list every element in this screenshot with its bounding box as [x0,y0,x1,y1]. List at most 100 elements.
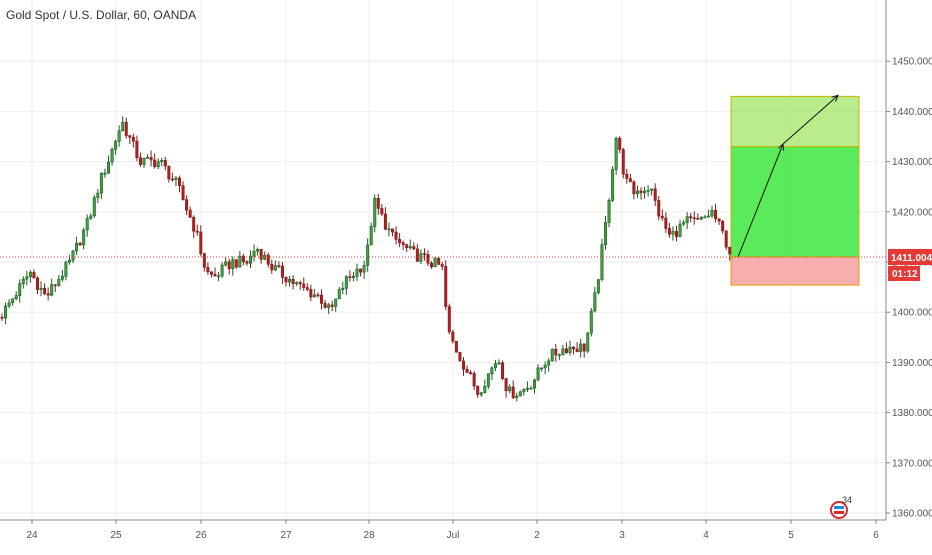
candle-body [674,231,678,237]
candle-body [241,255,245,262]
candle-body [0,316,4,319]
candle-body [213,274,217,277]
candle-body [305,287,309,290]
candle-body [124,121,128,136]
candle-body [433,257,437,268]
candle-body [344,276,348,289]
candle-body [334,298,338,307]
candle-body [302,283,306,288]
candle-body [256,249,260,252]
candle-body [380,208,384,215]
forecast-arrows[interactable] [737,95,838,258]
candle-body [383,213,387,230]
candle-body [440,264,444,267]
candle-body [117,130,121,142]
stop-zone[interactable] [730,256,860,286]
candle-body [4,305,8,319]
candle-body [192,217,196,232]
candle-body [96,192,100,198]
candle-body [458,351,462,362]
candle-body [476,385,480,395]
candle-body [170,178,174,181]
candle-body [295,282,299,284]
candle-body [611,169,615,201]
candle-body [398,239,402,244]
candle-body [167,165,171,180]
candle-body [181,185,185,200]
candle-body [156,161,160,167]
candle-body [21,278,25,284]
candle-body [501,362,505,379]
candle-body [185,199,189,211]
candle-body [341,287,345,290]
candle-body [465,368,469,373]
y-tick-label: 1370.000 [892,458,932,469]
candle-body [327,304,331,308]
candle-body [635,190,639,195]
candle-body [28,272,32,278]
candle-body [390,228,394,233]
current-price-badge[interactable] [888,248,932,265]
y-tick-label: 1360.000 [892,508,932,519]
candle-body [618,137,622,150]
candle-body [678,223,682,237]
y-axis[interactable]: 1360.000 1370.000 1380.000 1390.000 1400.000… [885,0,932,520]
candle-body [220,264,224,277]
candle-body [249,255,253,264]
candle-body [437,257,441,265]
candle-body [288,278,292,283]
candle-body [231,259,235,269]
candle-body [128,135,132,138]
countdown-badge[interactable] [888,265,920,281]
x-tick-label: 5 [788,530,794,541]
earnings-flag-stripe-red [834,511,844,514]
earnings-flag-stripe-blue [834,506,844,509]
candle-body [430,262,434,268]
candle-body [57,279,61,286]
y-tick-label: 1430.000 [892,157,932,168]
candle-body [682,222,686,225]
candle-body [355,268,359,277]
candle-body [351,276,355,278]
candle-body [724,230,728,248]
candle-body [483,386,487,393]
candle-body [114,141,118,150]
candle-body [454,341,458,353]
position-zones[interactable] [730,95,860,286]
candle-body [543,364,547,369]
candle-body [607,200,611,223]
forecast-arrow[interactable] [737,144,783,258]
candle-body [568,346,572,353]
forecast-arrow[interactable] [782,95,838,145]
candle-body [67,259,71,263]
x-axis[interactable]: 24 25 26 27 28 Jul 2 3 4 5 6 [0,519,886,541]
earnings-flag-icon[interactable]: 34 [830,495,852,519]
candle-body [497,362,501,365]
candle-body [469,372,473,374]
candle-body [348,276,352,278]
candle-body [408,246,412,249]
candle-body [53,284,57,286]
candle-body [515,395,519,399]
candle-body [18,283,22,296]
extended-target-zone[interactable] [730,95,860,148]
countdown-label: 01:12 [892,269,918,280]
x-tick-label: 26 [195,530,207,541]
candle-body [547,360,551,366]
candle-body [89,215,93,219]
candle-body [522,389,526,393]
candle-body [387,228,391,231]
candle-body [142,157,146,165]
candle-body [245,261,249,264]
grid-lines [0,0,886,520]
candle-body [11,298,15,304]
candle-body [178,177,182,186]
candle-body [589,310,593,334]
candle-body [628,178,632,183]
candle-body [412,246,416,250]
candle-body [444,266,448,307]
candle-body [103,172,107,175]
target-zone[interactable] [730,146,860,258]
